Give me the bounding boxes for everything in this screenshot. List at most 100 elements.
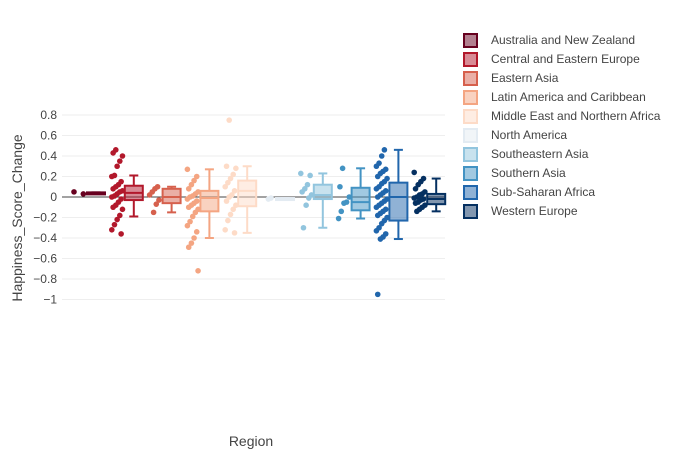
- legend-swatch: [463, 52, 478, 67]
- box-body: [199, 189, 220, 213]
- legend-item: North America: [463, 128, 567, 143]
- legend-item: Australia and New Zealand: [463, 33, 635, 48]
- data-point: [415, 181, 422, 188]
- legend-swatch: [463, 33, 478, 48]
- data-point: [304, 181, 311, 188]
- data-point: [300, 224, 307, 231]
- data-point: [374, 212, 381, 219]
- legend-item: Southeastern Asia: [463, 147, 589, 162]
- data-point: [225, 179, 231, 186]
- legend-swatch: [463, 185, 478, 200]
- y-tick-label: 0: [50, 190, 57, 204]
- legend-label: Southeastern Asia: [491, 147, 589, 161]
- legend-label: Southern Asia: [491, 166, 566, 180]
- legend-swatch: [463, 90, 478, 105]
- box-body: [350, 186, 371, 212]
- data-point: [373, 163, 380, 170]
- data-point: [146, 192, 153, 198]
- data-point: [233, 165, 239, 172]
- y-tick-label: −0.8: [33, 272, 57, 286]
- y-tick-label: −0.2: [33, 211, 57, 225]
- data-point: [109, 194, 115, 200]
- box-body: [161, 187, 182, 205]
- data-point: [227, 211, 234, 218]
- data-point: [335, 215, 342, 222]
- data-point: [222, 183, 228, 190]
- legend-swatch: [463, 71, 478, 86]
- data-point: [231, 230, 238, 236]
- data-point: [412, 200, 419, 206]
- box-group: [411, 169, 447, 215]
- box-group: [298, 170, 333, 231]
- legend-label: Middle East and Northern Africa: [491, 109, 661, 123]
- legend-swatch: [463, 109, 478, 124]
- data-point: [306, 195, 312, 201]
- data-point: [109, 227, 115, 233]
- legend-swatch: [463, 128, 478, 143]
- data-point: [414, 208, 420, 215]
- y-tick-label: 0.4: [40, 149, 57, 163]
- data-point: [185, 204, 192, 211]
- data-point: [188, 240, 195, 246]
- data-point: [230, 171, 236, 178]
- data-point: [192, 209, 199, 216]
- data-point: [378, 220, 385, 227]
- data-point: [114, 163, 120, 170]
- data-point: [111, 221, 118, 228]
- data-point: [298, 170, 304, 177]
- legend-item: Central and Eastern Europe: [463, 52, 640, 67]
- y-tick-label: 0.2: [40, 170, 57, 184]
- data-point: [373, 228, 380, 234]
- box-group: [146, 183, 182, 216]
- data-point: [377, 236, 384, 242]
- box-body: [312, 183, 333, 201]
- legend-label: Latin America and Caribbean: [491, 90, 646, 104]
- data-point: [341, 200, 347, 206]
- box-group: [222, 117, 258, 236]
- data-point: [184, 196, 191, 202]
- data-point: [71, 189, 77, 195]
- box-group: [71, 189, 106, 197]
- legend-item: Southern Asia: [463, 166, 566, 181]
- data-point: [193, 173, 200, 180]
- data-point: [185, 244, 192, 251]
- data-point: [374, 291, 381, 298]
- y-tick-label: −0.6: [33, 252, 57, 266]
- data-point: [411, 169, 418, 176]
- data-point: [339, 165, 346, 172]
- data-point: [411, 195, 418, 201]
- legend-item: Latin America and Caribbean: [463, 90, 646, 105]
- data-point: [117, 158, 123, 164]
- legend-swatch: [463, 204, 478, 219]
- data-point: [119, 153, 126, 159]
- data-point: [381, 147, 388, 153]
- data-point: [373, 204, 380, 211]
- data-point: [226, 117, 232, 123]
- box-group: [335, 165, 371, 222]
- box-group: [184, 166, 220, 274]
- legend-label: Sub-Saharan Africa: [491, 185, 595, 199]
- legend-swatch: [463, 166, 478, 181]
- legend-item: Middle East and Northern Africa: [463, 109, 661, 124]
- data-point: [119, 206, 126, 213]
- data-point: [373, 186, 380, 192]
- data-point: [184, 166, 191, 173]
- data-point: [337, 183, 343, 190]
- grid-lines: [62, 114, 445, 300]
- data-point: [191, 235, 197, 241]
- data-point: [230, 206, 236, 213]
- legend-label: Australia and New Zealand: [491, 33, 635, 47]
- data-point: [153, 201, 160, 207]
- data-point: [80, 191, 87, 197]
- data-point: [299, 189, 305, 195]
- box-group: [265, 195, 295, 202]
- data-point: [231, 188, 238, 194]
- legend-swatch: [463, 147, 478, 162]
- legend-label: North America: [491, 128, 567, 142]
- data-point: [114, 216, 120, 223]
- legend-label: Eastern Asia: [491, 71, 559, 85]
- data-point: [150, 209, 157, 216]
- data-point: [189, 213, 196, 220]
- legend-label: Western Europe: [491, 204, 578, 218]
- y-tick-label: 0.6: [40, 129, 57, 143]
